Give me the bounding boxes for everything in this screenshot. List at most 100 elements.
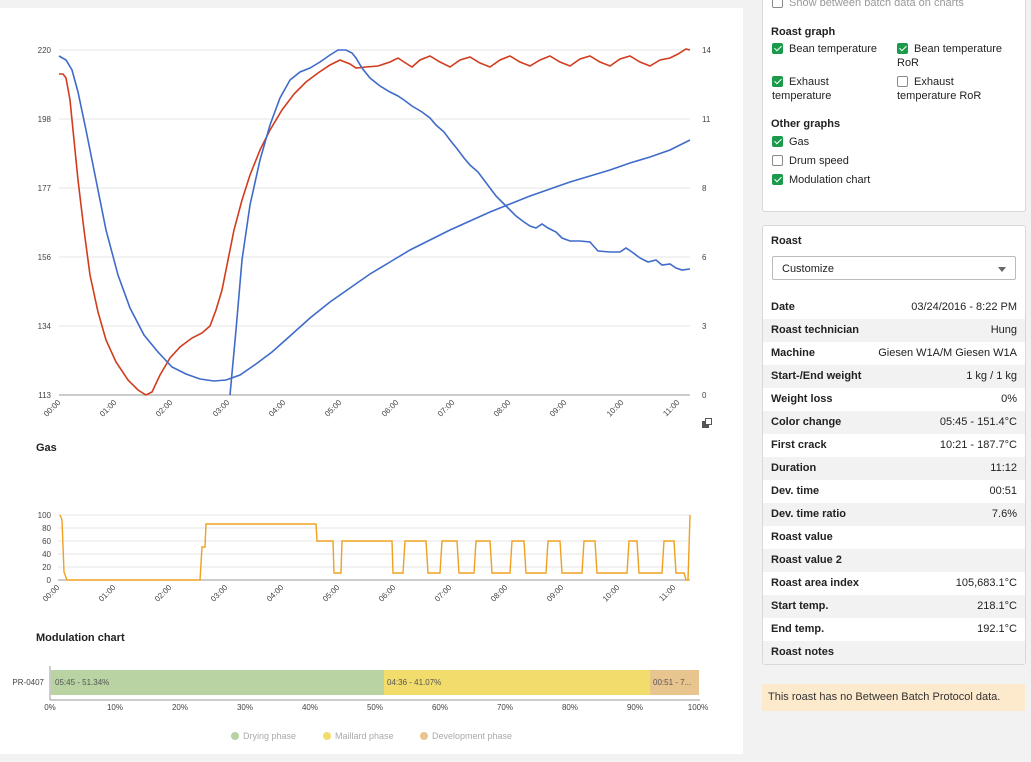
x-tick: 04:00 — [267, 398, 288, 419]
modulation-x-tick: 40% — [302, 703, 318, 712]
development-phase-label: 00:51 - 7... — [653, 678, 691, 687]
legend-drying-phase[interactable]: Drying phase — [231, 731, 296, 741]
modulation-x-tick: 90% — [627, 703, 643, 712]
modulation-row-label: PR-0407 — [12, 678, 44, 687]
checkbox-label: Exhaust — [914, 76, 954, 88]
gas-chart-title: Gas — [36, 442, 57, 454]
modulation-x-tick: 20% — [172, 703, 188, 712]
development-phase-bar[interactable] — [650, 670, 699, 695]
x-tick: 02:00 — [154, 398, 175, 419]
roast-row-color-change: Color change 05:45 - 151.4°C — [763, 411, 1025, 434]
roast-card-title: Roast — [771, 235, 802, 247]
roast-right-ticks: 14 11 8 6 3 0 — [702, 46, 711, 400]
modulation-x-tick: 70% — [497, 703, 513, 712]
gas-x-tick: 03:00 — [209, 583, 230, 604]
modulation-legend: Drying phase Maillard phase Development … — [231, 731, 512, 741]
gas-y-tick: 80 — [42, 524, 51, 533]
checkbox-box[interactable] — [897, 43, 908, 54]
roast-row-weight-loss: Weight loss 0% — [771, 393, 1017, 405]
gas-x-tick: 10:00 — [601, 583, 622, 604]
gas-y-tick: 60 — [42, 537, 51, 546]
left-tick: 177 — [38, 184, 52, 193]
gas-y-tick: 100 — [38, 511, 52, 520]
select-value: Customize — [782, 263, 834, 275]
roast-grid — [59, 49, 690, 327]
gas-x-ticks: 00:00 01:00 02:00 03:00 04:00 05:00 06:0… — [41, 583, 678, 604]
checkbox-label: Show between batch data on charts — [789, 0, 964, 9]
modulation-x-tick: 10% — [107, 703, 123, 712]
checkbox-box[interactable] — [772, 155, 783, 166]
customize-select[interactable]: Customize — [772, 256, 1016, 280]
modulation-x-tick: 0% — [44, 703, 56, 712]
roast-row-date: Date 03/24/2016 - 8:22 PM — [771, 301, 1017, 313]
svg-text:Maillard phase: Maillard phase — [335, 731, 394, 741]
modulation-chart-title: Modulation chart — [36, 632, 125, 644]
maillard-phase-bar[interactable] — [384, 670, 650, 695]
modulation-x-tick: 30% — [237, 703, 253, 712]
checkbox-box[interactable] — [897, 76, 908, 87]
checkbox-label: Gas — [789, 136, 810, 148]
gas-x-tick: 08:00 — [489, 583, 510, 604]
roast-row-machine: Machine Giesen W1A/M Giesen W1A — [771, 347, 1017, 359]
roast-row-end-temp: End temp. 192.1°C — [771, 623, 1017, 635]
x-tick: 00:00 — [42, 398, 63, 419]
left-tick: 134 — [38, 322, 52, 331]
options-card: Show between batch data on charts Roast … — [762, 0, 1026, 212]
checkbox-label: Modulation chart — [789, 174, 871, 186]
checkbox-box[interactable] — [772, 136, 783, 147]
x-tick: 07:00 — [436, 398, 457, 419]
charts-panel — [0, 8, 743, 754]
checkbox-label: Bean temperature — [789, 43, 878, 55]
gas-x-tick: 09:00 — [545, 583, 566, 604]
other-graphs-title: Other graphs — [771, 118, 841, 130]
roast-row-roast-value: Roast value — [771, 531, 833, 543]
modulation-chart[interactable]: PR-0407 05:45 - 51.34% 04:36 - 41.07% 00… — [0, 660, 743, 750]
x-tick: 10:00 — [605, 398, 626, 419]
right-tick: 8 — [702, 184, 707, 193]
right-tick: 0 — [702, 391, 707, 400]
x-tick: 05:00 — [323, 398, 344, 419]
gas-chart[interactable]: 100 80 60 40 20 0 00:00 01:00 02:00 03:0… — [0, 500, 743, 615]
modulation-x-tick: 100% — [688, 703, 708, 712]
checkbox-box[interactable] — [772, 0, 783, 8]
roast-row-area-index: Roast area index 105,683.1°C — [771, 577, 1017, 589]
gas-x-tick: 07:00 — [433, 583, 454, 604]
x-tick: 08:00 — [492, 398, 513, 419]
gas-y-tick: 20 — [42, 563, 51, 572]
roast-chart[interactable]: 220 198 177 156 134 113 14 11 8 6 3 0 00… — [0, 0, 743, 440]
checkbox-label: Exhaust — [789, 76, 829, 88]
roast-row-dev-time: Dev. time 00:51 — [771, 485, 1017, 497]
checkbox-box[interactable] — [772, 174, 783, 185]
modulation-x-tick: 50% — [367, 703, 383, 712]
checkbox-label: Drum speed — [789, 155, 849, 167]
x-tick: 06:00 — [380, 398, 401, 419]
checkbox-box[interactable] — [772, 43, 783, 54]
roast-row-dev-time-ratio: Dev. time ratio 7.6% — [763, 503, 1025, 526]
right-tick: 14 — [702, 46, 711, 55]
exhaust-temperature-line — [59, 48, 691, 396]
chevron-down-icon — [998, 267, 1006, 272]
drying-phase-bar[interactable] — [51, 670, 384, 695]
right-tick: 11 — [702, 115, 711, 124]
svg-text:Development phase: Development phase — [432, 731, 512, 741]
roast-row-technician: Roast technician Hung — [763, 319, 1025, 342]
gas-line — [59, 514, 691, 581]
legend-development-phase[interactable]: Development phase — [420, 731, 512, 741]
gas-x-tick: 05:00 — [321, 583, 342, 604]
zoom-reset-icon[interactable] — [702, 418, 712, 428]
checkbox-box[interactable] — [772, 76, 783, 87]
roast-row-first-crack: First crack 10:21 - 187.7°C — [771, 439, 1017, 451]
right-tick: 3 — [702, 322, 707, 331]
roast-row-notes: Roast notes — [763, 641, 1025, 664]
roast-left-ticks: 220 198 177 156 134 113 — [38, 46, 52, 400]
checkbox-label-line2: RoR — [897, 57, 920, 69]
gas-x-tick: 11:00 — [657, 583, 677, 603]
legend-maillard-phase[interactable]: Maillard phase — [323, 731, 394, 741]
roast-card: Roast Customize Date 03/24/2016 - 8:22 PM… — [762, 225, 1026, 665]
checkbox-label-line2: temperature RoR — [897, 90, 982, 102]
gas-x-tick: 02:00 — [153, 583, 174, 604]
modulation-x-tick: 60% — [432, 703, 448, 712]
bean-temperature-line — [58, 55, 691, 382]
x-tick: 09:00 — [548, 398, 569, 419]
left-tick: 220 — [38, 46, 52, 55]
